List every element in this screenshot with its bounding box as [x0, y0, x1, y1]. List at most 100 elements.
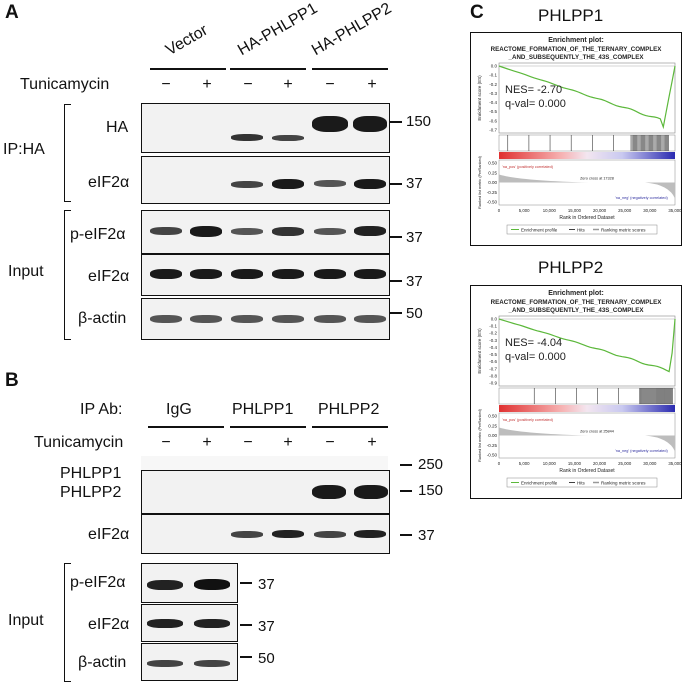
mw-tick [390, 312, 402, 314]
band [354, 179, 386, 189]
sign: + [283, 76, 293, 93]
x-tick-label: 10,000 [543, 208, 557, 213]
zero-cross-note: Zero cross at 17328 [580, 177, 614, 181]
band [147, 580, 183, 590]
es-tick-label: -0.4 [489, 345, 497, 350]
sign: + [202, 434, 212, 451]
mw-label-eif2a-ip-b: 37 [418, 527, 435, 544]
x-tick-label: 5,000 [519, 208, 530, 213]
positive-note: 'na_pos' (positively correlated) [502, 418, 554, 422]
input-bracket [64, 210, 71, 340]
es-tick-label: -0.1 [489, 73, 497, 78]
band [354, 530, 386, 538]
legend-frame [506, 224, 658, 235]
rank-tick-label: 0.00 [488, 180, 497, 185]
ip-bracket [64, 104, 71, 202]
es-tick-label: -0.7 [489, 366, 497, 371]
hits-frame [498, 134, 676, 152]
band [272, 227, 304, 236]
x-tick-label: 35,000 [668, 208, 681, 213]
band [353, 116, 387, 132]
mw-label-phlpp1: 250 [418, 456, 444, 473]
input-label: Input [8, 263, 44, 280]
es-axis-label: Enrichment score (ES) [477, 328, 482, 374]
legend-entry: Hits [577, 228, 585, 233]
panel-b-label: B [5, 370, 19, 391]
sign: − [325, 434, 335, 451]
sign: + [367, 76, 377, 93]
ip-ab-label: IP Ab: [80, 401, 123, 418]
negative-note: 'na_neg' (negatively correlated) [615, 449, 668, 453]
sign: + [202, 76, 212, 93]
band [314, 531, 346, 538]
sign: − [325, 76, 335, 93]
sign: − [243, 434, 253, 451]
blot-label-ha: HA [106, 119, 129, 136]
es-tick-label: -0.5 [489, 352, 497, 357]
mw-label-beta-actin-b: 50 [258, 650, 275, 667]
es-tick-label: -0.6 [489, 359, 497, 364]
blot-label-beta-actin-b: β-actin [78, 654, 127, 671]
band [231, 181, 263, 188]
mw-tick [390, 183, 402, 185]
band [190, 226, 222, 237]
band [194, 660, 230, 667]
band [312, 116, 348, 132]
enrichment-profile-line [498, 318, 676, 373]
rank-tick-label: 0.50 [488, 414, 497, 419]
group-label-phlpp2: PHLPP2 [318, 401, 380, 418]
band [231, 269, 263, 279]
negative-note: 'na_neg' (negatively correlated) [615, 196, 668, 200]
band [194, 579, 230, 590]
ip-label: IP:HA [3, 141, 45, 158]
blot-label-eif2a-ip-b: eIF2α [88, 526, 130, 543]
mw-label-beta-actin: 50 [406, 305, 423, 322]
x-tick-label: 30,000 [643, 208, 657, 213]
band [150, 269, 182, 279]
mw-tick [400, 490, 412, 492]
legend-entry: Ranking metric scores [601, 481, 646, 486]
es-tick-label: 0.0 [491, 64, 498, 69]
x-tick-label: 20,000 [593, 208, 607, 213]
gsea-plot-phlpp1: Enrichment plot: REACTOME_FORMATION_OF_TH… [470, 32, 682, 246]
blot-eif2a-ip [141, 156, 390, 204]
x-tick-label: 35,000 [668, 461, 681, 466]
legend-frame [506, 477, 658, 488]
gsea-title: _AND_SUBSEQUENTLY_THE_43S_COMPLEX [508, 54, 645, 61]
ranking-color-bar [499, 405, 675, 412]
group-underline-igg [148, 426, 224, 428]
es-tick-label: -0.1 [489, 324, 497, 329]
zero-cross-note: Zero cross at 25844 [580, 430, 614, 434]
group-underline-vector [150, 68, 226, 70]
x-tick-label: 10,000 [543, 461, 557, 466]
es-tick-label: -0.6 [489, 118, 497, 123]
enrichment-profile-line [498, 65, 676, 130]
band [190, 269, 222, 279]
mw-label-p-eif2a: 37 [406, 229, 423, 246]
panel-c-label: C [470, 2, 484, 23]
legend-entry: Hits [577, 481, 585, 486]
gsea-title: REACTOME_FORMATION_OF_THE_TERNARY_COMPLE… [491, 46, 663, 53]
blot-label-beta-actin: β-actin [78, 310, 127, 327]
input-bracket-b [64, 563, 71, 682]
group-underline-ha-phlpp1 [230, 68, 306, 70]
blot-eif2a-input-b [141, 604, 238, 642]
mw-tick [390, 121, 402, 123]
band [314, 269, 346, 279]
legend-entry: Ranking metric scores [601, 228, 646, 233]
qval-value: q-val= 0.000 [505, 351, 566, 363]
mw-label-ha: 150 [406, 113, 432, 130]
x-axis-label: Rank in Ordered Dataset [559, 468, 615, 474]
band [147, 619, 183, 628]
blot-eif2a-input [141, 254, 390, 296]
rank-axis-label: Ranked list metric (PreRanked) [478, 155, 482, 208]
rank-tick-label: -0.25 [487, 190, 498, 195]
x-axis-label: Rank in Ordered Dataset [559, 215, 615, 221]
es-frame [498, 62, 676, 134]
nes-value: NES= -2.70 [505, 84, 562, 96]
rank-tick-label: 0.00 [488, 433, 497, 438]
band [150, 315, 182, 323]
gsea-title: _AND_SUBSEQUENTLY_THE_43S_COMPLEX [508, 307, 645, 314]
hits-frame [498, 387, 676, 405]
mw-tick [400, 464, 412, 466]
